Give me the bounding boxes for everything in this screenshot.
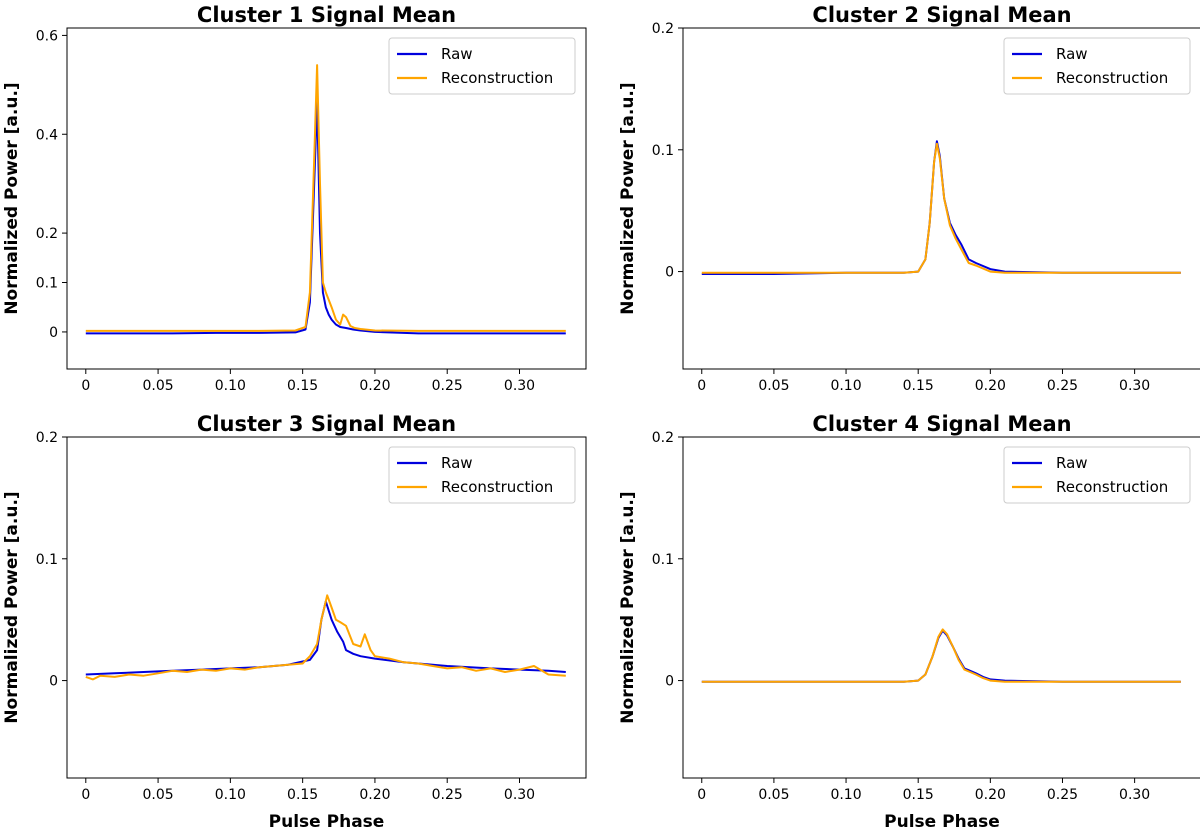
x-tick-label: 0: [697, 787, 706, 803]
legend: Raw Reconstruction: [388, 446, 576, 504]
x-tick-label: 0.20: [975, 378, 1006, 394]
x-tick-label: 0.15: [287, 378, 318, 394]
y-tick-label: 0.1: [36, 552, 58, 568]
x-tick-label: 0.20: [975, 787, 1006, 803]
legend: Raw Reconstruction: [388, 37, 576, 95]
plot-frame: [682, 436, 1200, 779]
y-tick-label: 0.6: [36, 28, 58, 44]
series-line-reconstruction: [701, 142, 1181, 274]
y-tick-label: 0: [665, 674, 674, 690]
x-tick-label: 0.05: [758, 787, 789, 803]
y-tick-label: 0.4: [36, 127, 58, 143]
x-tick-label: 0.25: [432, 787, 463, 803]
series-line-raw: [701, 629, 1181, 683]
x-tick-label: 0.10: [215, 787, 246, 803]
y-tick-label: 0.2: [36, 226, 58, 242]
x-tick-label: 0.05: [142, 787, 173, 803]
legend-label-raw: Raw: [441, 454, 473, 472]
x-tick-label: 0.15: [903, 378, 934, 394]
x-tick-label: 0: [697, 378, 706, 394]
plot-frame: [682, 27, 1200, 370]
y-tick-label: 0.1: [36, 276, 58, 292]
x-axis-label: Pulse Phase: [269, 812, 385, 828]
x-tick-label: 0.30: [504, 378, 535, 394]
series-line-raw: [85, 98, 566, 335]
series-line-reconstruction: [701, 628, 1181, 683]
y-axis-label: Normalized Power [a.u.]: [618, 82, 638, 314]
y-tick-label: 0.2: [652, 430, 674, 446]
x-tick-label: 0.15: [287, 787, 318, 803]
legend-label-reconstruction: Reconstruction: [1056, 69, 1168, 87]
plot-frame: [66, 436, 587, 779]
x-axis-label: Pulse Phase: [884, 812, 1000, 828]
legend-label-raw: Raw: [441, 45, 473, 63]
y-tick-label: 0.1: [652, 552, 674, 568]
x-tick-label: 0.05: [758, 378, 789, 394]
x-tick-label: 0.20: [359, 787, 390, 803]
x-tick-label: 0.15: [903, 787, 934, 803]
y-tick-label: 0.1: [652, 143, 674, 159]
legend: Raw Reconstruction: [1003, 37, 1191, 95]
y-tick-label: 0: [665, 265, 674, 281]
series-line-raw: [701, 140, 1181, 275]
legend-box: [388, 37, 576, 95]
x-tick-label: 0.20: [359, 378, 390, 394]
chart-title: Cluster 1 Signal Mean: [197, 3, 456, 27]
y-tick-label: 0.2: [36, 430, 58, 446]
x-tick-label: 0.25: [1047, 787, 1078, 803]
plot-frame: [66, 27, 587, 370]
legend-label-reconstruction: Reconstruction: [1056, 478, 1168, 496]
legend-box: [388, 446, 576, 504]
x-tick-label: 0.30: [1119, 787, 1150, 803]
legend-box: [1003, 446, 1191, 504]
x-tick-label: 0.30: [504, 787, 535, 803]
x-tick-label: 0: [81, 787, 90, 803]
y-tick-label: 0: [49, 674, 58, 690]
y-axis-label: Normalized Power [a.u.]: [618, 491, 638, 723]
x-tick-label: 0.25: [432, 378, 463, 394]
legend-label-reconstruction: Reconstruction: [441, 69, 553, 87]
x-tick-label: 0.10: [830, 787, 861, 803]
y-tick-label: 0.2: [652, 21, 674, 37]
x-tick-label: 0: [81, 378, 90, 394]
legend-box: [1003, 37, 1191, 95]
legend-label-reconstruction: Reconstruction: [441, 478, 553, 496]
x-tick-label: 0.30: [1119, 378, 1150, 394]
y-axis-label: Normalized Power [a.u.]: [2, 82, 22, 314]
chart-title: Cluster 2 Signal Mean: [812, 3, 1071, 27]
x-tick-label: 0.05: [142, 378, 173, 394]
series-line-raw: [85, 600, 566, 676]
x-tick-label: 0.10: [830, 378, 861, 394]
legend: Raw Reconstruction: [1003, 446, 1191, 504]
y-axis-label: Normalized Power [a.u.]: [2, 491, 22, 723]
y-tick-label: 0: [49, 325, 58, 341]
x-tick-label: 0.25: [1047, 378, 1078, 394]
series-line-reconstruction: [85, 594, 566, 681]
chart-title: Cluster 4 Signal Mean: [812, 412, 1071, 436]
series-line-reconstruction: [85, 64, 566, 332]
x-tick-label: 0.10: [215, 378, 246, 394]
legend-label-raw: Raw: [1056, 454, 1088, 472]
chart-title: Cluster 3 Signal Mean: [197, 412, 456, 436]
legend-label-raw: Raw: [1056, 45, 1088, 63]
